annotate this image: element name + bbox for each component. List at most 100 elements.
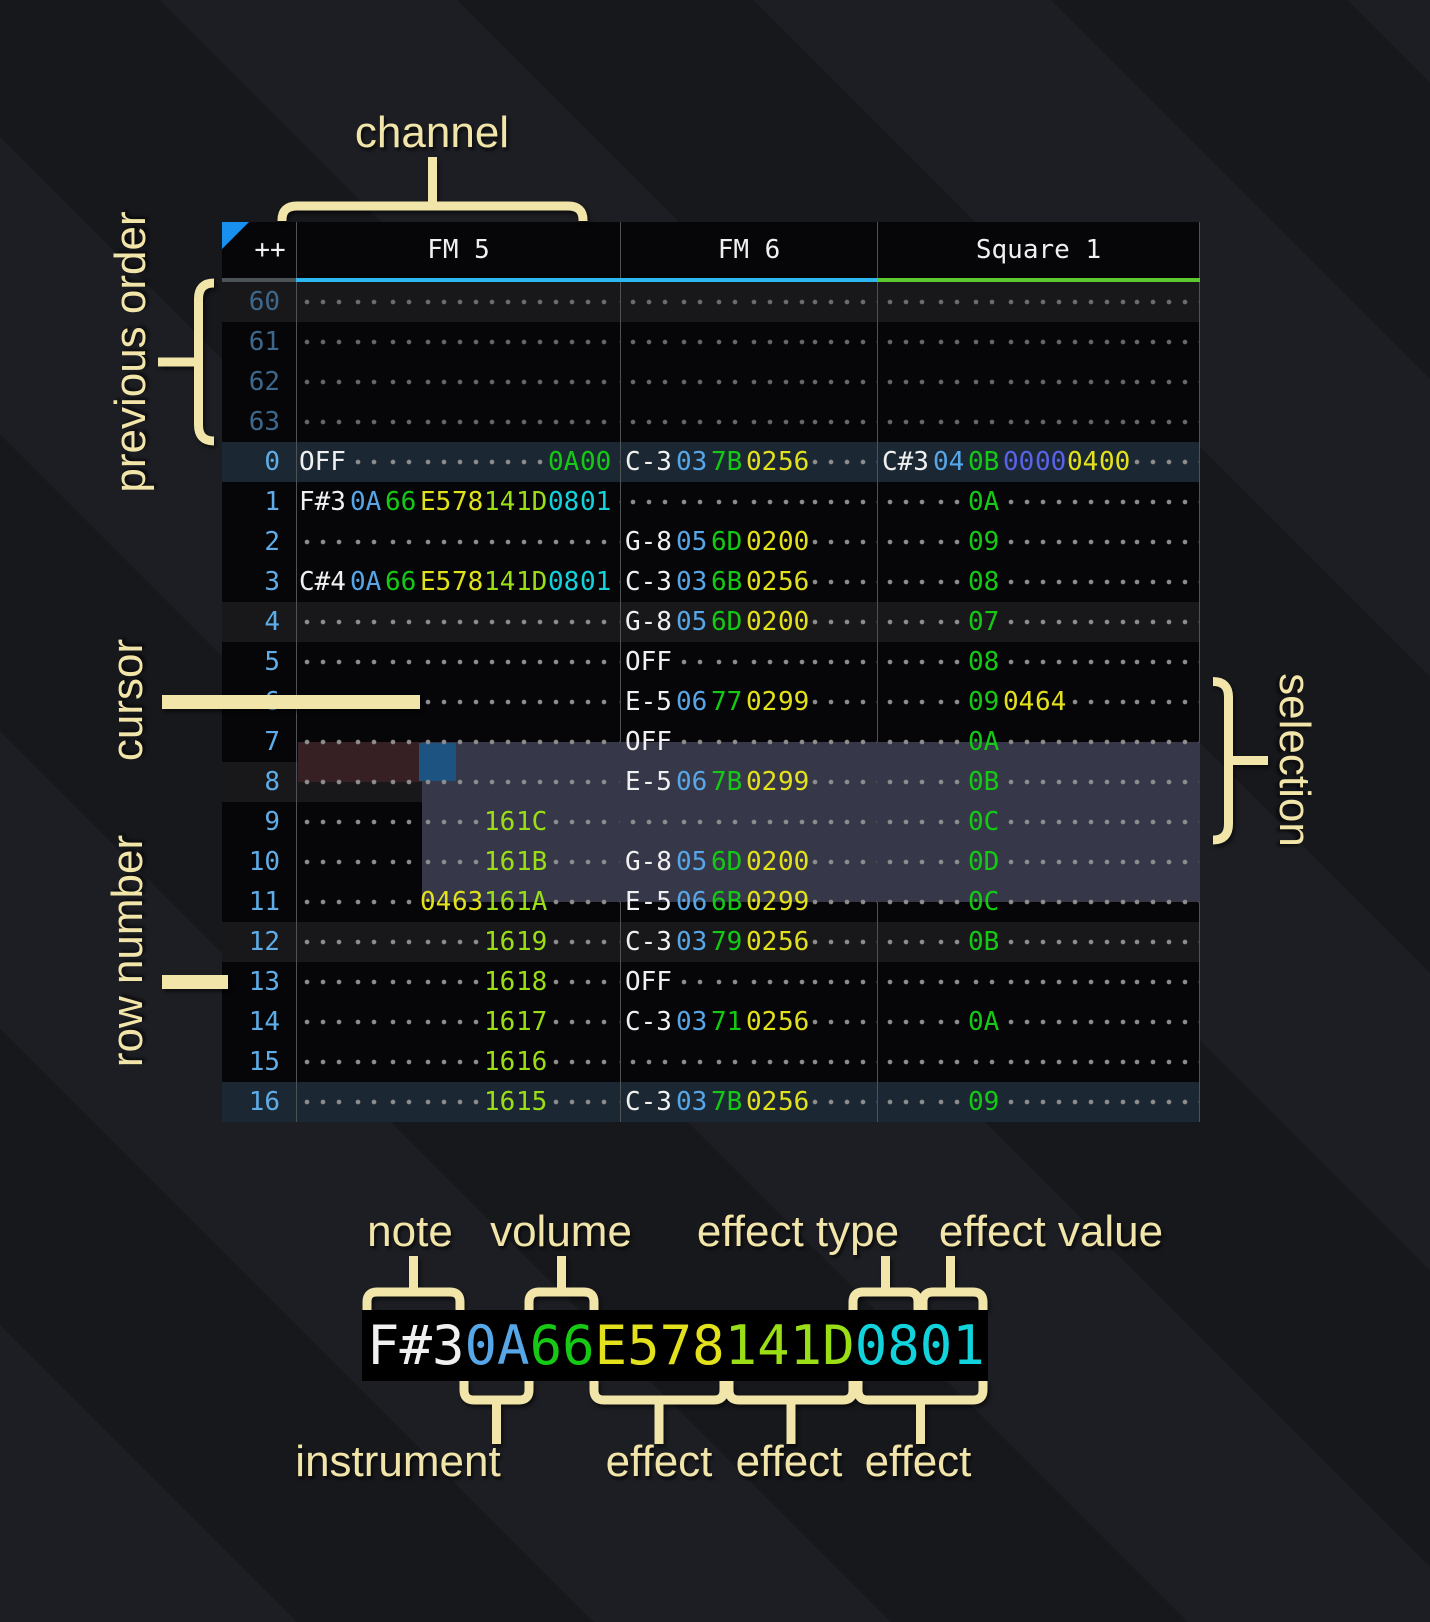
pattern-cell[interactable]: 08	[877, 642, 1200, 682]
pattern-field[interactable]: F#3	[299, 487, 346, 517]
pattern-field-empty[interactable]	[882, 1002, 930, 1042]
pattern-field-empty[interactable]	[420, 322, 452, 362]
pattern-field-empty[interactable]	[385, 962, 417, 1002]
pattern-field[interactable]: C-3	[625, 447, 672, 477]
pattern-field-empty[interactable]	[1067, 922, 1099, 962]
pattern-field-empty[interactable]	[933, 602, 965, 642]
pattern-field-empty[interactable]	[385, 402, 417, 442]
pattern-field-empty[interactable]	[420, 1042, 452, 1082]
pattern-field-empty[interactable]	[746, 362, 778, 402]
pattern-row[interactable]: 4 G-8 05 6D 02 00 07	[222, 602, 1200, 642]
pattern-field[interactable]: 7B	[711, 447, 743, 477]
pattern-field-empty[interactable]	[580, 682, 612, 722]
pattern-field[interactable]: 16	[484, 1007, 516, 1037]
pattern-field-empty[interactable]	[385, 602, 417, 642]
pattern-field[interactable]: 03	[676, 1087, 708, 1117]
pattern-field-empty[interactable]	[580, 322, 612, 362]
pattern-field-empty[interactable]	[452, 362, 484, 402]
pattern-field[interactable]: E5	[420, 567, 452, 597]
pattern-field-empty[interactable]	[1099, 682, 1131, 722]
pattern-field-empty[interactable]	[299, 882, 347, 922]
pattern-cell[interactable]	[877, 282, 1200, 322]
pattern-field-empty[interactable]	[1003, 962, 1035, 1002]
pattern-field-empty[interactable]	[933, 1042, 965, 1082]
pattern-cell[interactable]: C-3 03 79 02 56	[620, 922, 877, 962]
pattern-field[interactable]: 04	[933, 447, 965, 477]
pattern-field[interactable]: 05	[676, 527, 708, 557]
pattern-field-empty[interactable]	[452, 682, 484, 722]
pattern-field[interactable]: 56	[778, 447, 810, 477]
pattern-field-empty[interactable]	[548, 402, 580, 442]
pattern-field[interactable]: C#4	[299, 567, 346, 597]
pattern-field-empty[interactable]	[676, 322, 708, 362]
pattern-field-empty[interactable]	[580, 1042, 612, 1082]
pattern-cell[interactable]: 0A	[877, 482, 1200, 522]
pattern-field-empty[interactable]	[625, 1042, 673, 1082]
pattern-field-empty[interactable]	[420, 642, 452, 682]
pattern-field-empty[interactable]	[452, 602, 484, 642]
channel-header-square1[interactable]: Square 1	[877, 222, 1200, 278]
pattern-field[interactable]: 79	[711, 927, 743, 957]
pattern-field-empty[interactable]	[968, 402, 1000, 442]
pattern-cell[interactable]: E-5 06 77 02 99	[620, 682, 877, 722]
pattern-field-empty[interactable]	[299, 402, 347, 442]
pattern-cell[interactable]	[296, 682, 620, 722]
pattern-cell[interactable]: G-8 05 6D 02 00	[620, 602, 877, 642]
pattern-field-empty[interactable]	[580, 1002, 612, 1042]
pattern-field[interactable]: 08	[968, 567, 1000, 597]
pattern-row[interactable]: 63	[222, 402, 1200, 442]
pattern-field[interactable]: C-3	[625, 1087, 672, 1117]
pattern-field-empty[interactable]	[548, 322, 580, 362]
pattern-field-empty[interactable]	[1067, 602, 1099, 642]
pattern-field-empty[interactable]	[968, 1042, 1000, 1082]
pattern-field-empty[interactable]	[746, 282, 778, 322]
pattern-field-empty[interactable]	[676, 642, 708, 682]
pattern-field-empty[interactable]	[1003, 1042, 1035, 1082]
pattern-field[interactable]: 56	[778, 927, 810, 957]
pattern-row[interactable]: 1 F#3 0A 66 E5 78 14 1D 08 01 0A	[222, 482, 1200, 522]
pattern-field-empty[interactable]	[350, 882, 382, 922]
pattern-field-empty[interactable]	[548, 602, 580, 642]
pattern-field-empty[interactable]	[1035, 322, 1067, 362]
pattern-field-empty[interactable]	[882, 362, 930, 402]
pattern-field-empty[interactable]	[1067, 962, 1099, 1002]
pattern-field[interactable]: E5	[420, 487, 452, 517]
pattern-field-empty[interactable]	[350, 642, 382, 682]
pattern-field-empty[interactable]	[484, 682, 516, 722]
pattern-field-empty[interactable]	[778, 282, 810, 322]
pattern-field[interactable]: E-5	[625, 687, 672, 717]
pattern-cell[interactable]: 09	[877, 522, 1200, 562]
pattern-field-empty[interactable]	[711, 282, 743, 322]
pattern-field-empty[interactable]	[420, 282, 452, 322]
pattern-row[interactable]: 12 16 19 C-3 03 79 02 56 0B	[222, 922, 1200, 962]
pattern-field-empty[interactable]	[299, 282, 347, 322]
pattern-field-empty[interactable]	[452, 442, 484, 482]
pattern-field[interactable]: 08	[548, 487, 580, 517]
pattern-field-empty[interactable]	[1067, 682, 1099, 722]
order-add-button[interactable]: ++	[254, 235, 286, 265]
pattern-field-empty[interactable]	[882, 282, 930, 322]
pattern-field-empty[interactable]	[350, 1002, 382, 1042]
pattern-cell[interactable]: OFF	[620, 962, 877, 1002]
pattern-field-empty[interactable]	[385, 282, 417, 322]
pattern-field-empty[interactable]	[1067, 1042, 1099, 1082]
pattern-field-empty[interactable]	[933, 1002, 965, 1042]
pattern-row[interactable]: 3 C#4 0A 66 E5 78 14 1D 08 01 C-3 03 6B 02 56 08	[222, 562, 1200, 602]
pattern-field-empty[interactable]	[299, 642, 347, 682]
pattern-field-empty[interactable]	[350, 362, 382, 402]
pattern-field[interactable]: 06	[676, 687, 708, 717]
pattern-field-empty[interactable]	[778, 322, 810, 362]
pattern-field[interactable]: 17	[516, 1007, 548, 1037]
pattern-field[interactable]: OFF	[625, 647, 672, 677]
pattern-field-empty[interactable]	[933, 562, 965, 602]
pattern-field-empty[interactable]	[1035, 1082, 1067, 1122]
pattern-field[interactable]: OFF	[625, 967, 672, 997]
pattern-field[interactable]: 00	[778, 607, 810, 637]
pattern-cell[interactable]: C-3 03 7B 02 56	[620, 1082, 877, 1122]
pattern-field[interactable]: 03	[676, 447, 708, 477]
pattern-cell[interactable]: C#3 04 0B 00 00 04 00	[877, 442, 1200, 482]
pattern-field-empty[interactable]	[385, 362, 417, 402]
pattern-field-empty[interactable]	[933, 362, 965, 402]
pattern-field-empty[interactable]	[548, 522, 580, 562]
pattern-field[interactable]: G-8	[625, 527, 672, 557]
